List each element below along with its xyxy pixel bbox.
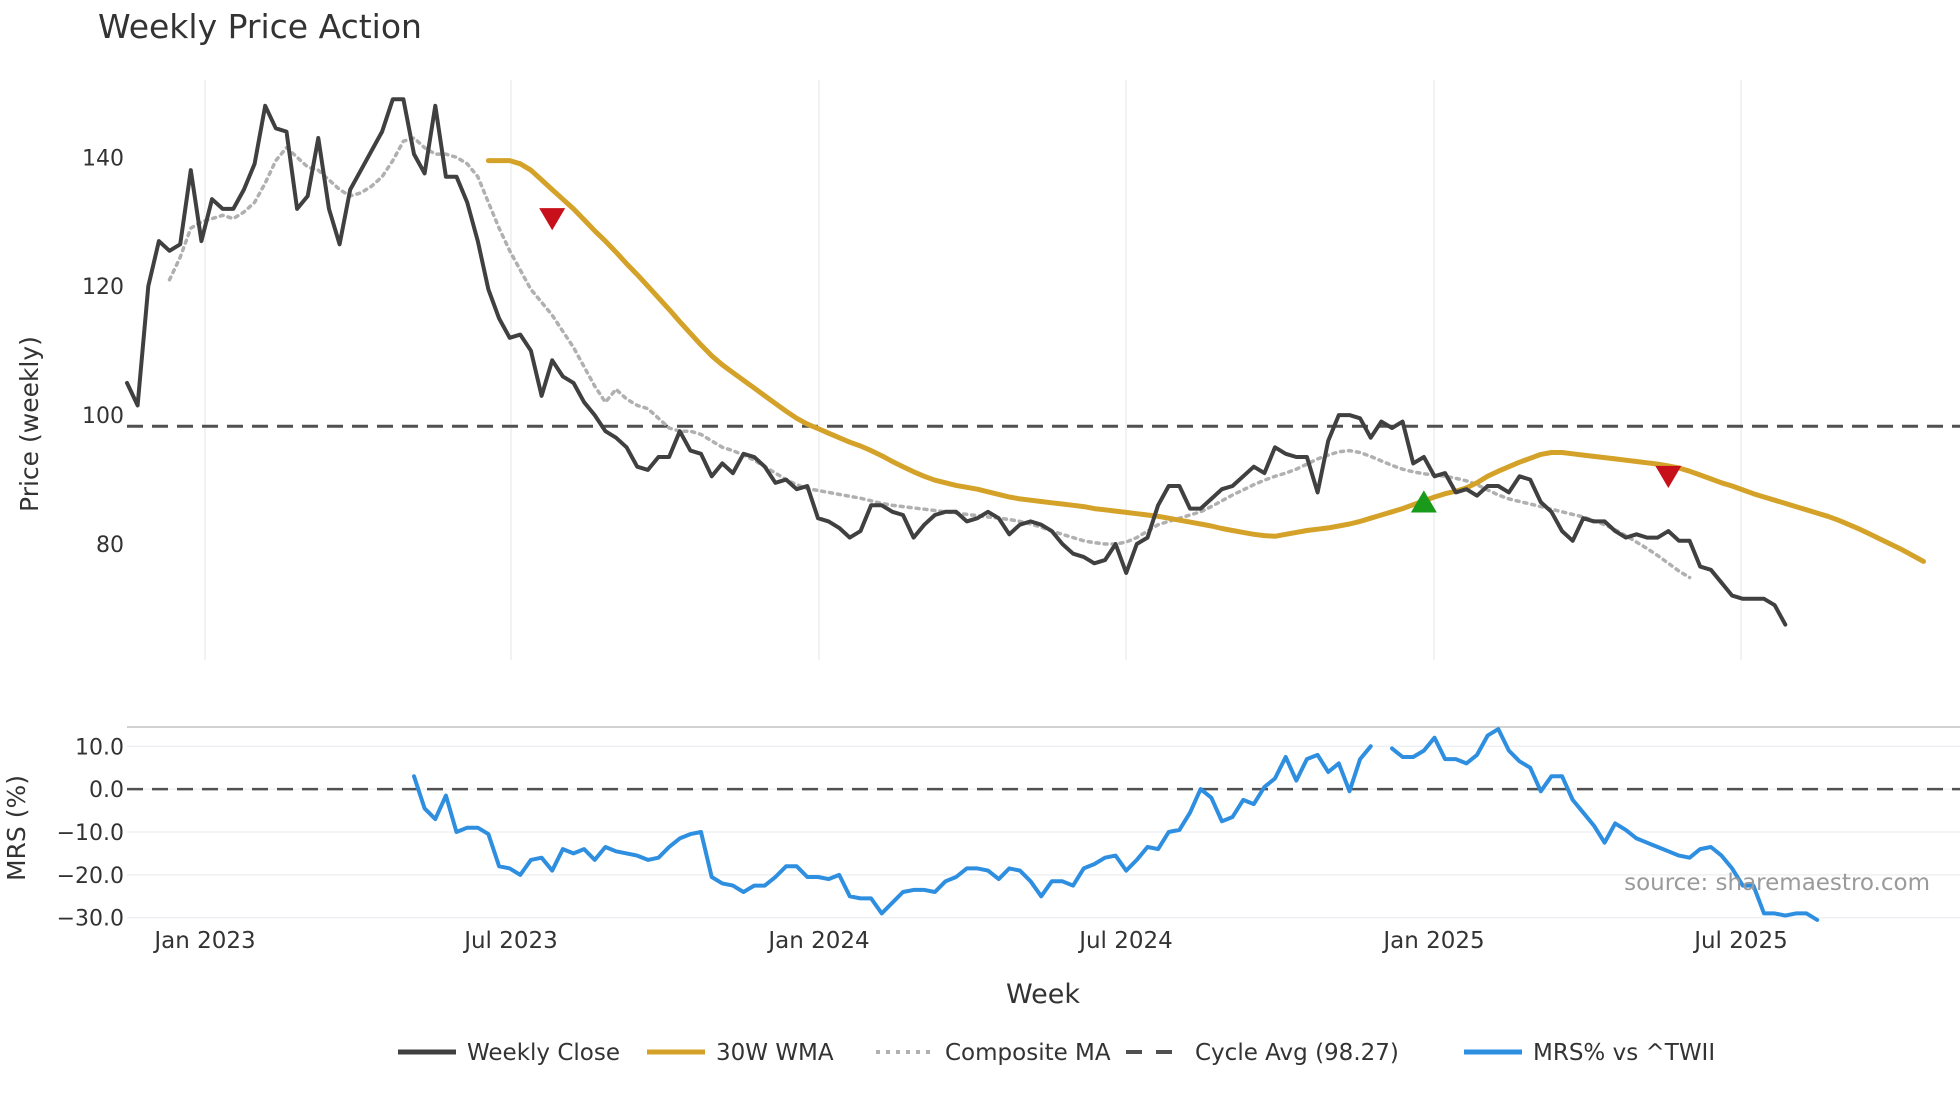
x-axis-label: Week (1006, 979, 1080, 1010)
x-tick-label: Jan 2023 (152, 928, 255, 954)
price-y-tick-label: 120 (82, 275, 124, 300)
mrs-y-tick-label: 0.0 (89, 778, 124, 803)
mrs-y-tick-label: −30.0 (57, 907, 124, 932)
mrs-y-axis-label: MRS (%) (2, 775, 31, 881)
mrs-y-tick-label: −10.0 (57, 821, 124, 846)
price-series (125, 97, 1960, 627)
mrs-y-ticks: −30.0 −20.0 −10.0 0.0 10.0 (57, 735, 124, 931)
price-panel-grid (204, 80, 1742, 660)
mrs-line (412, 727, 1820, 922)
sell-signal-marker (539, 208, 566, 231)
legend-label: 30W WMA (716, 1040, 834, 1066)
signal-markers (539, 208, 1682, 513)
x-tick-label: Jul 2024 (1077, 928, 1173, 954)
30w-wma-line (485, 158, 1926, 564)
price-y-ticks: 80 100 120 140 (82, 146, 124, 558)
legend-label: Composite MA (945, 1040, 1111, 1066)
price-y-axis-label: Price (weekly) (15, 336, 44, 512)
source-watermark: source: sharemaestro.com (1624, 870, 1930, 896)
x-tick-label: Jul 2023 (462, 928, 558, 954)
buy-signal-marker (1410, 490, 1437, 513)
weekly-close-line (125, 97, 1788, 627)
chart-title: Weekly Price Action (98, 7, 422, 46)
legend-label: Cycle Avg (98.27) (1195, 1040, 1399, 1066)
price-y-tick-label: 100 (82, 404, 124, 429)
mrs-y-tick-label: 10.0 (75, 735, 124, 760)
mrs-series (127, 727, 1960, 922)
x-axis-ticks: Jan 2023 Jul 2023 Jan 2024 Jul 2024 Jan 2025… (152, 928, 1787, 954)
legend-label: Weekly Close (467, 1040, 620, 1066)
legend: Weekly Close 30W WMA Composite MA Cycle Avg… (398, 1040, 1715, 1066)
x-tick-label: Jan 2024 (766, 928, 869, 954)
legend-label: MRS% vs ^TWII (1533, 1040, 1715, 1066)
composite-ma-line (167, 136, 1692, 580)
price-y-tick-label: 80 (96, 533, 124, 558)
sell-signal-marker (1655, 465, 1682, 489)
x-tick-label: Jul 2025 (1692, 928, 1788, 954)
price-y-tick-label: 140 (82, 146, 124, 171)
mrs-y-tick-label: −20.0 (57, 864, 124, 889)
x-tick-label: Jan 2025 (1381, 928, 1484, 954)
